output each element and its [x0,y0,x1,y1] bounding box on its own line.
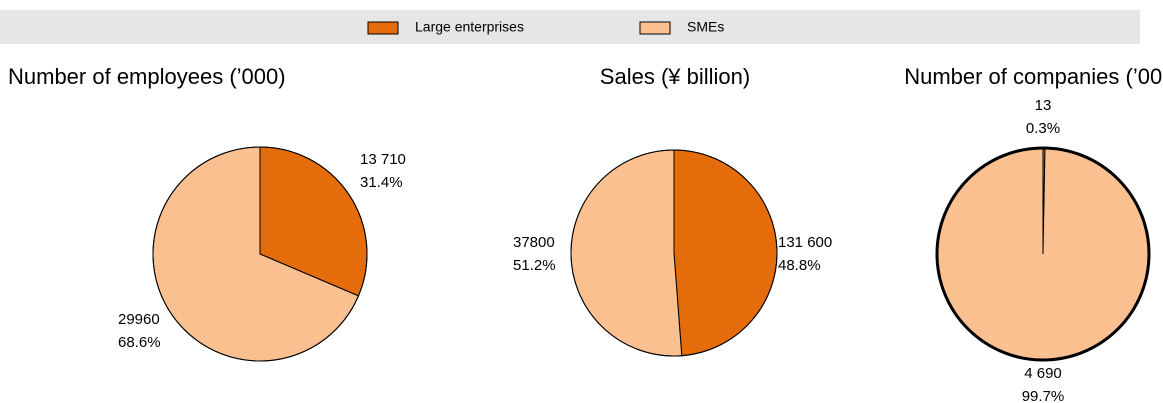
percent-label: 48.8% [778,257,821,274]
chart-title: Sales (¥ billion) [600,64,750,89]
chart-title: Number of employees (’000) [8,64,286,89]
legend-label: Large enterprises [415,19,524,35]
pie-outline [570,149,778,357]
legend-swatch [367,21,399,35]
value-label: 13 710 [360,151,406,168]
pie-slice [673,149,778,357]
pie-outline [935,146,1151,362]
pie-outline [152,146,368,362]
legend-swatch [639,21,671,35]
legend-box [0,10,1140,44]
percent-label: 31.4% [360,174,403,191]
percent-label: 51.2% [513,257,556,274]
value-label: 13 [1035,97,1052,114]
percent-label: 68.6% [118,334,161,351]
legend-label: SMEs [687,19,724,35]
value-label: 131 600 [778,234,832,251]
percent-label: 99.7% [1022,388,1065,403]
value-label: 37800 [513,234,555,251]
pie-slice [570,149,683,357]
percent-label: 0.3% [1026,120,1060,137]
value-label: 29960 [118,311,160,328]
value-label: 4 690 [1024,365,1062,382]
chart-title: Number of companies (’000) [904,64,1163,89]
